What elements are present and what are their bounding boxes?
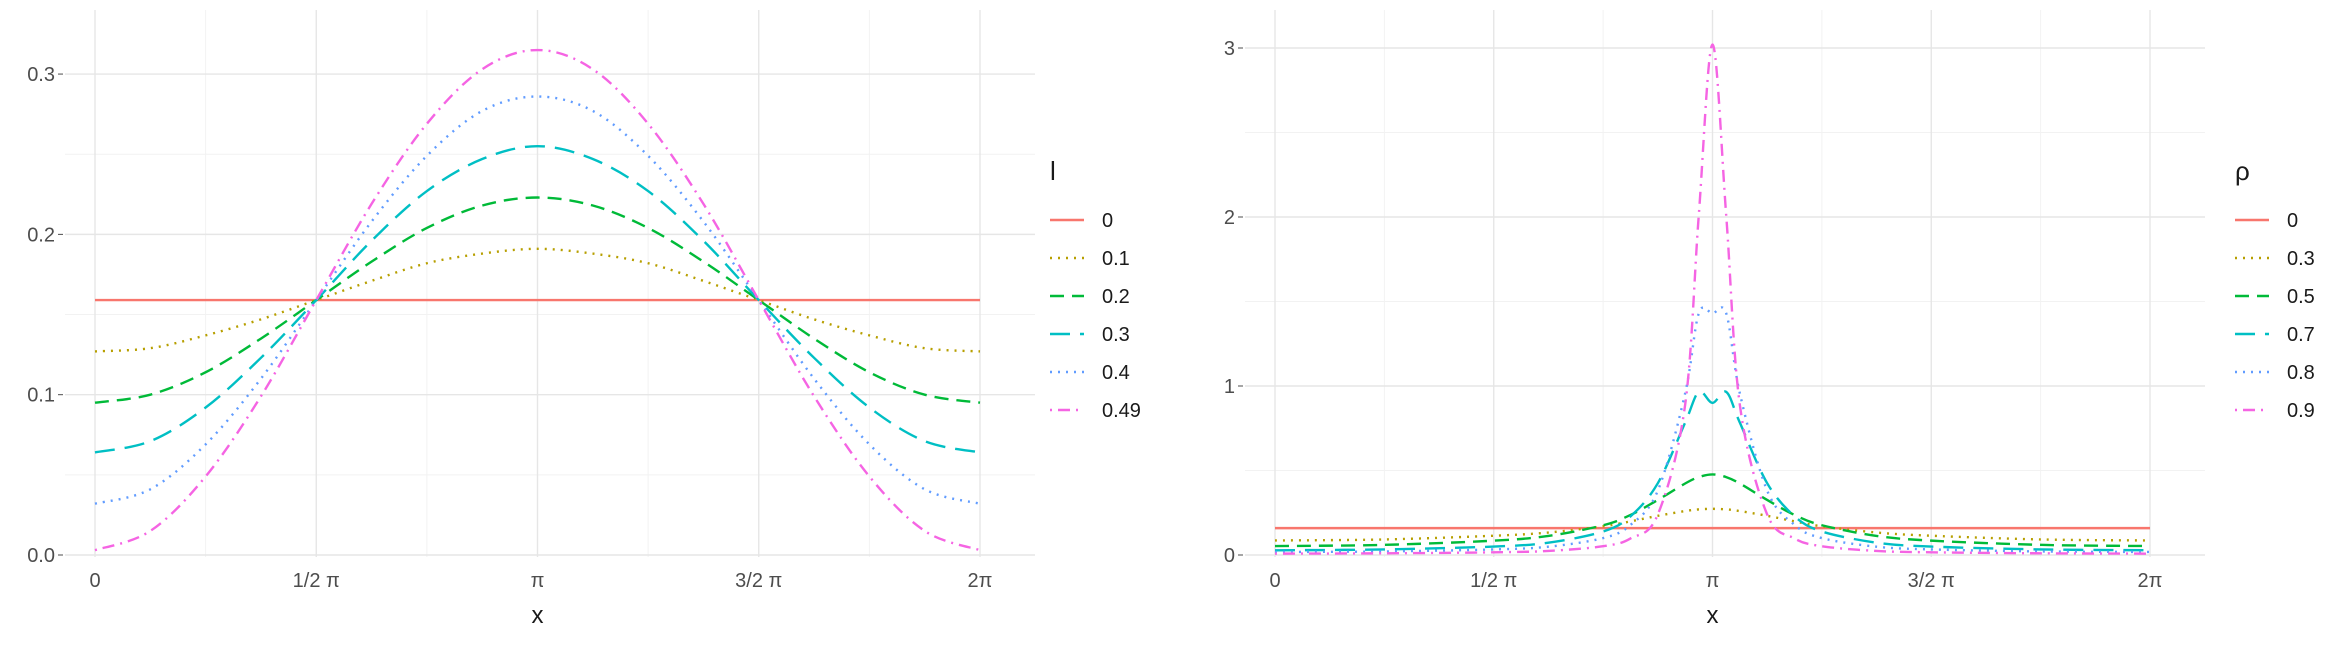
legend-key: 0.49 [1050,400,1141,422]
legend-key: 0.2 [1050,286,1130,308]
x-tick-label: 2π [968,570,993,592]
y-tick-label: 0 [1224,545,1235,567]
legend-label: 0 [2287,210,2298,232]
series-line-0-7 [1274,390,2151,552]
series-line-0-2 [94,196,981,404]
legend-label: 0.3 [2287,248,2315,270]
series-line-0-3 [94,144,981,454]
legend-title: ρ [2235,156,2250,186]
y-tick-label: 0.2 [27,224,55,246]
x-axis-title: x [1707,602,1719,629]
gridlines [65,10,1035,557]
legend-label: 0.49 [1102,400,1141,422]
legend-key: 0 [1050,210,1113,232]
legend-key: 0.5 [2235,286,2315,308]
legend-title: l [1050,156,1056,186]
y-tick-label: 0.3 [27,64,55,86]
legend-key: 0 [2235,210,2298,232]
legend: l 0 0.1 0.2 0.3 0.4 0.49 [1050,156,1141,422]
legend-label: 0.9 [2287,400,2315,422]
legend-label: 0.2 [1102,286,1130,308]
y-tick-label: 1 [1224,376,1235,398]
chart-panel-2: 0 1/2 π π 3/2 π 2π 0 1 2 3 x ρ 0 0.3 0.5 0.7 0.8 0.9 [1224,10,2315,629]
series-line-0-49 [94,48,981,552]
series-lines [94,48,981,552]
series-line-0-1 [94,247,981,353]
x-tick-label: π [1706,570,1720,592]
legend-key: 0.9 [2235,400,2315,422]
x-tick-label: 0 [89,570,100,592]
legend: ρ 0 0.3 0.5 0.7 0.8 0.9 [2235,156,2315,422]
legend-key: 0.3 [2235,248,2315,270]
x-tick-label: 3/2 π [735,570,782,592]
x-axis-title: x [532,602,544,629]
legend-key: 0.8 [2235,362,2315,384]
legend-label: 0.5 [2287,286,2315,308]
x-tick-label: π [531,570,545,592]
legend-key: 0.1 [1050,248,1130,270]
series-lines [1274,43,2151,555]
legend-label: 0.1 [1102,248,1130,270]
legend-label: 0.7 [2287,324,2315,346]
legend-label: 0 [1102,210,1113,232]
gridlines [1245,10,2205,557]
legend-key: 0.4 [1050,362,1130,384]
x-tick-label: 1/2 π [1470,570,1517,592]
x-tick-label: 2π [2138,570,2163,592]
legend-key: 0.3 [1050,324,1130,346]
y-tick-label: 0.1 [27,385,55,407]
series-line-0-8 [1274,306,2151,554]
x-tick-label: 0 [1269,570,1280,592]
legend-label: 0.4 [1102,362,1130,384]
chart-panel-1: 0 1/2 π π 3/2 π 2π 0.0 0.1 0.2 0.3 x l 0 0.1 0.2 0.3 0.… [27,10,1141,629]
series-line-0-9 [1274,43,2151,555]
legend-label: 0.8 [2287,362,2315,384]
y-tick-label: 0.0 [27,545,55,567]
x-tick-label: 3/2 π [1908,570,1955,592]
y-tick-label: 2 [1224,207,1235,229]
legend-label: 0.3 [1102,324,1130,346]
legend-key: 0.7 [2235,324,2315,346]
y-tick-label: 3 [1224,38,1235,60]
series-line-0-5 [1274,473,2151,548]
x-tick-label: 1/2 π [293,570,340,592]
